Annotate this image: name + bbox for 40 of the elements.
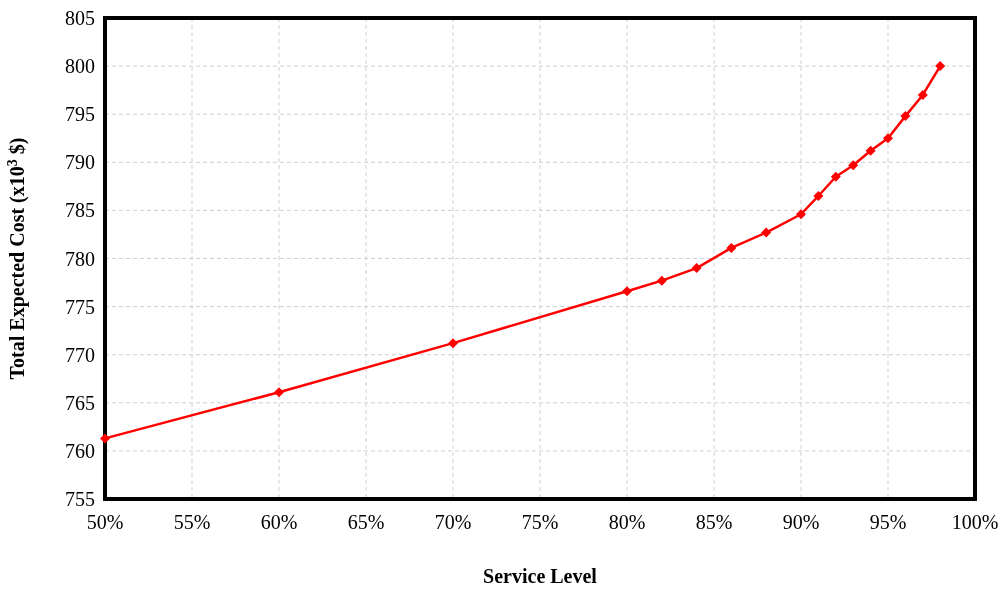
point (900, 111, 911, 122)
point (448, 338, 458, 349)
y-tick-label: 805 (65, 7, 95, 29)
x-tick-label: 95% (869, 511, 907, 533)
y-tick-label: 760 (65, 439, 95, 462)
y-tick-label: 770 (65, 343, 95, 366)
x-axis-title: Service Level (483, 565, 598, 587)
x-tick-label: 75% (521, 511, 559, 533)
y-tick-label: 795 (65, 103, 95, 126)
point (726, 242, 737, 253)
x-tick-label: 65% (347, 511, 385, 533)
point (883, 133, 893, 144)
x-tick-label: 85% (695, 511, 733, 533)
point (865, 145, 876, 156)
x-tick-label: 70% (434, 511, 472, 533)
y-tick-label: 800 (65, 55, 95, 78)
point (761, 227, 772, 238)
point (848, 160, 859, 171)
x-tick-label: 90% (782, 511, 820, 533)
point (813, 190, 824, 201)
point (796, 209, 806, 220)
y-tick-label: 785 (65, 199, 95, 222)
y-tick-label: 765 (65, 391, 95, 414)
y-tick-label: 790 (65, 151, 95, 174)
point (935, 61, 946, 72)
point (691, 263, 702, 274)
x-tick-label: 60% (260, 511, 298, 533)
point (622, 286, 632, 297)
point (100, 433, 110, 444)
point (656, 275, 667, 286)
x-tick-label: 80% (608, 511, 646, 533)
y-tick-label: 755 (65, 488, 95, 510)
y-tick-label: 775 (65, 295, 95, 318)
point (274, 387, 284, 398)
point (917, 89, 928, 100)
y-tick-label: 780 (65, 247, 95, 270)
x-tick-label: 50% (86, 511, 124, 533)
x-tick-label: 55% (173, 511, 211, 533)
x-tick-label: 100% (951, 511, 999, 533)
point (830, 171, 841, 182)
